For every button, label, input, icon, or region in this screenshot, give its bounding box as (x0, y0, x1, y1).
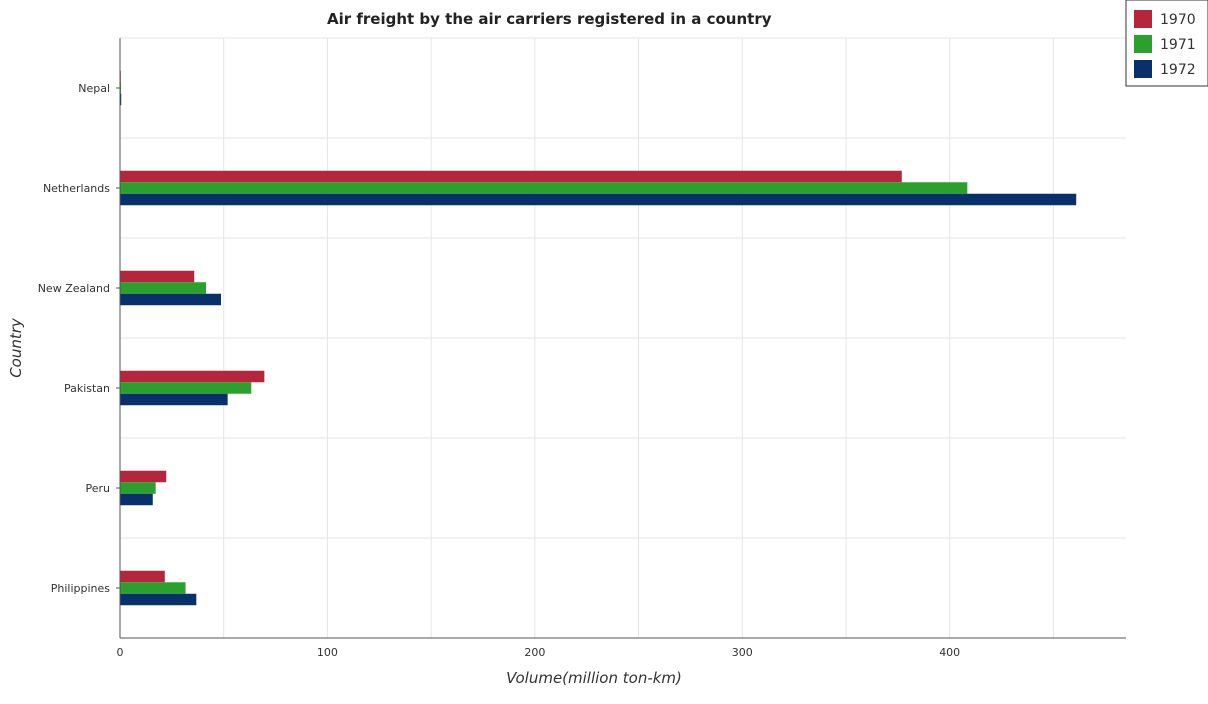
bars (120, 70, 1077, 606)
legend-swatch (1134, 35, 1152, 53)
bar-nepal-1971 (120, 82, 122, 94)
legend-label: 1970 (1160, 12, 1196, 28)
bar-netherlands-1970 (120, 170, 902, 183)
bar-new-zealand-1971 (120, 282, 207, 294)
y-tick-label: Peru (85, 482, 110, 495)
bar-philippines-1972 (120, 593, 197, 606)
y-tick-label: New Zealand (38, 282, 110, 295)
bar-philippines-1970 (120, 570, 165, 583)
bar-peru-1971 (120, 482, 156, 494)
y-tick-label: Philippines (51, 582, 111, 595)
x-tick-label: 0 (117, 646, 124, 659)
bar-new-zealand-1972 (120, 293, 222, 306)
bar-netherlands-1971 (120, 182, 968, 194)
bar-nepal-1972 (120, 93, 122, 106)
legend-label: 1972 (1160, 62, 1196, 78)
x-tick-label: 100 (317, 646, 338, 659)
bar-pakistan-1971 (120, 382, 252, 394)
bar-peru-1972 (120, 493, 153, 506)
legend-swatch (1134, 60, 1152, 78)
grid (119, 37, 1126, 639)
x-tick-label: 200 (524, 646, 545, 659)
x-tick-label: 300 (732, 646, 753, 659)
bar-new-zealand-1970 (120, 270, 195, 283)
bar-philippines-1971 (120, 582, 186, 594)
bar-peru-1970 (120, 470, 167, 483)
bar-pakistan-1972 (120, 393, 228, 406)
bar-pakistan-1970 (120, 370, 265, 383)
chart-title: Air freight by the air carriers register… (327, 10, 772, 28)
x-axis-label: Volume(million ton-km) (506, 669, 682, 687)
y-tick-label: Netherlands (43, 182, 110, 195)
y-axis-label: Country (7, 317, 25, 378)
axes: Nepal Netherlands New Zealand Pakistan Peru P… (38, 38, 1126, 659)
bar-netherlands-1972 (120, 193, 1077, 206)
legend-swatch (1134, 10, 1152, 28)
x-tick-label: 400 (939, 646, 960, 659)
legend-label: 1971 (1160, 37, 1196, 53)
y-tick-label: Pakistan (64, 382, 110, 395)
legend: 1970 1971 1972 (1125, 0, 1208, 87)
y-tick-label: Nepal (78, 82, 110, 95)
